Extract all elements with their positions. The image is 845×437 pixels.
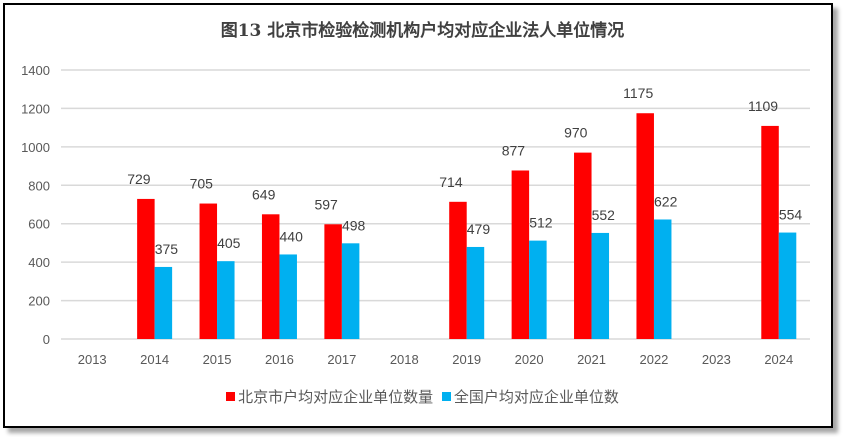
x-tick-label: 2022 bbox=[639, 352, 668, 367]
bar-national bbox=[591, 232, 610, 339]
bar-national bbox=[154, 266, 173, 339]
data-label-national: 512 bbox=[529, 215, 553, 231]
x-tick-label: 2014 bbox=[140, 352, 169, 367]
y-tick-label: 200 bbox=[28, 294, 50, 309]
data-label-national: 405 bbox=[217, 235, 241, 251]
bar-beijing bbox=[761, 125, 779, 339]
data-label-national: 440 bbox=[280, 228, 304, 244]
x-tick-label: 2018 bbox=[390, 352, 419, 367]
x-axis-ticks: 2013 2014 2015 2016 2017 2018 2019 2020 2021 2022… bbox=[78, 352, 794, 367]
y-tick-label: 1200 bbox=[21, 101, 50, 116]
y-tick-label: 800 bbox=[28, 178, 50, 193]
bar-national bbox=[217, 261, 235, 339]
x-tick-label: 2023 bbox=[702, 352, 731, 367]
legend-swatch-national bbox=[441, 392, 451, 401]
data-label-beijing: 597 bbox=[314, 196, 338, 212]
data-label-beijing: 1109 bbox=[748, 98, 778, 114]
bar-beijing bbox=[137, 198, 155, 339]
data-label-beijing: 705 bbox=[190, 176, 214, 192]
legend-swatch-beijing bbox=[226, 392, 236, 401]
y-tick-label: 600 bbox=[28, 217, 50, 232]
bar-beijing bbox=[574, 152, 592, 339]
data-label-beijing: 649 bbox=[252, 186, 276, 202]
y-axis-ticks: 0 200 400 600 800 1000 1200 1400 bbox=[21, 63, 50, 347]
legend-item-national: 全国户均对应企业单位数 bbox=[441, 386, 619, 407]
bar-beijing bbox=[511, 170, 530, 339]
data-label-beijing: 729 bbox=[127, 171, 151, 187]
y-tick-label: 1400 bbox=[21, 63, 50, 78]
bar-national bbox=[653, 219, 672, 339]
bar-national bbox=[341, 243, 360, 339]
x-tick-label: 2021 bbox=[577, 352, 606, 367]
data-label-beijing: 714 bbox=[439, 174, 463, 190]
y-tick-label: 400 bbox=[28, 255, 50, 270]
bar-national bbox=[529, 240, 547, 339]
data-label-national: 552 bbox=[592, 207, 616, 223]
y-tick-label: 0 bbox=[43, 332, 50, 347]
legend: 北京市户均对应企业单位数量 全国户均对应企业单位数 bbox=[0, 386, 845, 407]
x-tick-label: 2017 bbox=[327, 352, 356, 367]
data-label-national: 554 bbox=[779, 207, 803, 223]
chart-title: 图13 北京市检验检测机构户均对应企业法人单位情况 bbox=[220, 21, 625, 41]
legend-item-beijing: 北京市户均对应企业单位数量 bbox=[226, 386, 433, 407]
x-tick-label: 2024 bbox=[764, 352, 793, 367]
data-label-beijing: 970 bbox=[564, 125, 588, 141]
bar-beijing bbox=[261, 214, 280, 339]
x-tick-label: 2020 bbox=[515, 352, 544, 367]
legend-label-beijing: 北京市户均对应企业单位数量 bbox=[238, 388, 434, 406]
data-label-national: 479 bbox=[467, 221, 491, 237]
gridlines bbox=[61, 69, 810, 340]
bar-beijing bbox=[449, 201, 467, 339]
x-tick-label: 2013 bbox=[78, 352, 107, 367]
bar-national bbox=[279, 254, 297, 339]
bars bbox=[137, 113, 797, 339]
x-tick-label: 2016 bbox=[265, 352, 294, 367]
bar-beijing bbox=[636, 113, 654, 339]
data-label-national: 622 bbox=[654, 193, 678, 209]
bar-beijing bbox=[324, 224, 342, 339]
data-label-beijing: 877 bbox=[502, 142, 526, 158]
data-label-national: 375 bbox=[155, 241, 179, 257]
bar-beijing bbox=[199, 203, 218, 339]
data-label-national: 498 bbox=[342, 217, 366, 233]
bar-national bbox=[466, 246, 485, 339]
y-tick-label: 1000 bbox=[21, 140, 50, 155]
x-tick-label: 2015 bbox=[203, 352, 232, 367]
x-tick-label: 2019 bbox=[452, 352, 481, 367]
bar-national bbox=[778, 232, 797, 339]
data-label-beijing: 1175 bbox=[623, 85, 653, 101]
legend-label-national: 全国户均对应企业单位数 bbox=[453, 388, 619, 406]
